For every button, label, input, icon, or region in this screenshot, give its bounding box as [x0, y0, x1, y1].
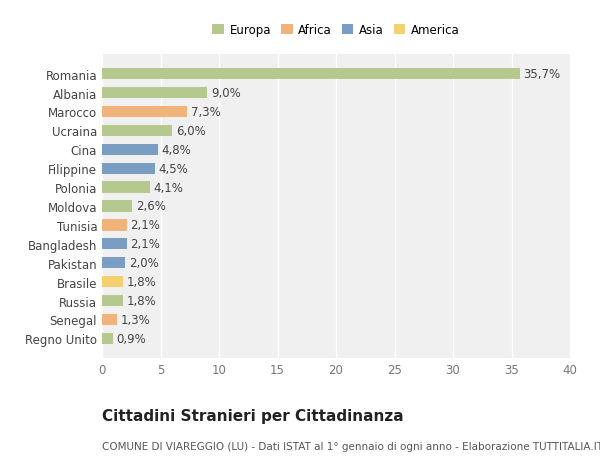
Bar: [102, 201, 133, 212]
Bar: [102, 276, 123, 288]
Bar: [102, 295, 123, 307]
Text: 35,7%: 35,7%: [523, 68, 560, 81]
Text: 4,1%: 4,1%: [154, 181, 184, 194]
Text: 7,3%: 7,3%: [191, 106, 221, 119]
Text: 1,8%: 1,8%: [127, 275, 157, 289]
Text: 2,1%: 2,1%: [130, 238, 160, 251]
Text: 4,5%: 4,5%: [158, 162, 188, 175]
Text: 4,8%: 4,8%: [161, 144, 191, 157]
Bar: [102, 333, 113, 344]
Bar: [102, 239, 127, 250]
Text: 1,8%: 1,8%: [127, 294, 157, 308]
Text: 9,0%: 9,0%: [211, 87, 241, 100]
Bar: [102, 106, 187, 118]
Bar: [102, 69, 520, 80]
Legend: Europa, Africa, Asia, America: Europa, Africa, Asia, America: [209, 22, 463, 39]
Text: 2,0%: 2,0%: [129, 257, 158, 269]
Bar: [102, 88, 208, 99]
Text: 1,3%: 1,3%: [121, 313, 151, 326]
Bar: [102, 144, 158, 156]
Bar: [102, 314, 117, 325]
Text: 6,0%: 6,0%: [176, 124, 205, 138]
Text: COMUNE DI VIAREGGIO (LU) - Dati ISTAT al 1° gennaio di ogni anno - Elaborazione : COMUNE DI VIAREGGIO (LU) - Dati ISTAT al…: [102, 441, 600, 451]
Text: 2,6%: 2,6%: [136, 200, 166, 213]
Bar: [102, 125, 172, 137]
Bar: [102, 163, 155, 174]
Bar: [102, 220, 127, 231]
Bar: [102, 257, 125, 269]
Bar: [102, 182, 150, 193]
Text: Cittadini Stranieri per Cittadinanza: Cittadini Stranieri per Cittadinanza: [102, 409, 404, 424]
Text: 0,9%: 0,9%: [116, 332, 146, 345]
Text: 2,1%: 2,1%: [130, 219, 160, 232]
